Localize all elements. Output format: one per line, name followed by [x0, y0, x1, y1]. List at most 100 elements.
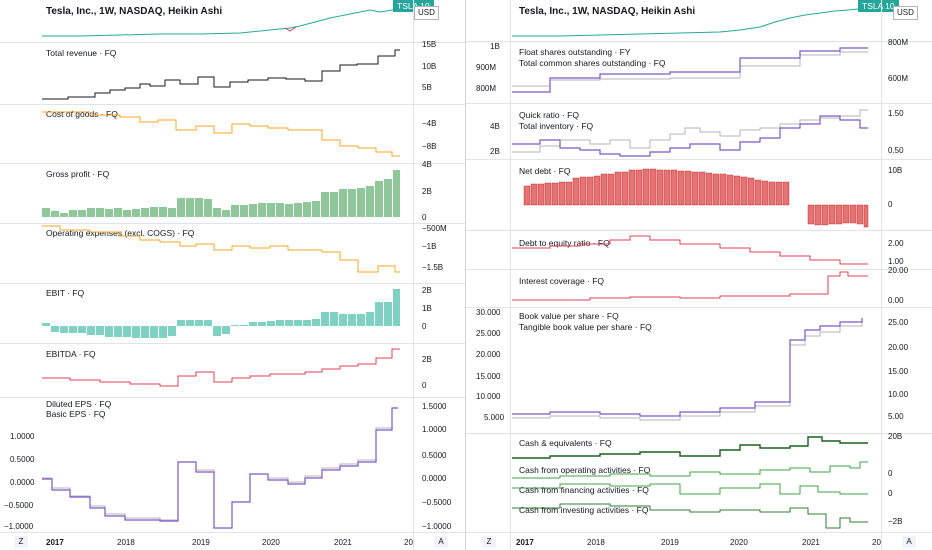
axis-value: 2B: [490, 147, 500, 156]
pane-label-float-shares[interactable]: Float shares outstanding · FY: [519, 47, 631, 57]
axis-value: 800M: [476, 84, 497, 93]
pane-label-total-inventory[interactable]: Total inventory · FQ: [519, 121, 594, 131]
pane-label-ebit[interactable]: EBIT · FQ: [46, 288, 85, 298]
pane-separator[interactable]: [0, 283, 465, 284]
right-z-button[interactable]: Z: [482, 536, 496, 548]
axis-value: 20.000: [476, 350, 501, 359]
time-label: 20: [404, 538, 413, 547]
pane-separator[interactable]: [466, 433, 932, 434]
pane-label-book-value-per-share[interactable]: Book value per share · FQ: [519, 311, 619, 321]
time-label: 2020: [730, 538, 748, 547]
axis-value: 10.000: [476, 392, 501, 401]
quick-ratio-line: [512, 115, 868, 157]
axis-value: 10B: [888, 166, 903, 175]
pane-label-ebitda[interactable]: EBITDA · FQ: [46, 349, 96, 359]
axis-value: 0.0000: [10, 478, 35, 487]
axis-value: 0: [422, 381, 427, 390]
time-label: 2017: [516, 538, 534, 547]
axis-value: 5.000: [484, 413, 505, 422]
price-line: [42, 8, 401, 37]
axis-value: −1.0000: [422, 522, 452, 531]
axis-value: −2B: [888, 517, 903, 526]
axis-value: 600M: [888, 74, 909, 83]
pane-label-cash-operating[interactable]: Cash from operating activities · FQ: [519, 465, 651, 475]
axis-value: 1.5000: [422, 402, 447, 411]
time-label: 2017: [46, 538, 64, 547]
pane-separator[interactable]: [466, 159, 932, 160]
left-chart-title: Tesla, Inc., 1W, NASDAQ, Heikin Ashi: [46, 6, 223, 17]
axis-value: 2B: [422, 187, 432, 196]
left-symbol: TSLA: [397, 1, 418, 11]
axis-value: −1B: [422, 242, 437, 251]
pane-separator[interactable]: [0, 397, 465, 398]
axis-value: −4B: [422, 119, 437, 128]
layout-divider: [465, 0, 466, 550]
pane-label-diluted-eps[interactable]: Diluted EPS · FQ: [46, 399, 112, 409]
tangible-book-value-line: [512, 318, 863, 421]
pane-label-total-revenue[interactable]: Total revenue · FQ: [46, 48, 117, 58]
right-a-button[interactable]: A: [902, 536, 916, 548]
pane-label-total-common-shares[interactable]: Total common shares outstanding · FQ: [519, 58, 666, 68]
pane-separator[interactable]: [0, 42, 465, 43]
time-label: 2018: [587, 538, 605, 547]
pane-label-basic-eps[interactable]: Basic EPS · FQ: [46, 409, 106, 419]
pane-label-cash-equivalents[interactable]: Cash & equivalents · FQ: [519, 438, 612, 448]
pane-separator[interactable]: [0, 343, 465, 344]
pane-label-interest-coverage[interactable]: Interest coverage · FQ: [519, 276, 605, 286]
axis-value: 0.5000: [422, 451, 447, 460]
axis-value: 5.00: [888, 412, 904, 421]
axis-value: 15B: [422, 40, 437, 49]
axis-value: 20B: [888, 432, 903, 441]
debt-to-equity-line: [512, 235, 868, 265]
pane-label-gross-profit[interactable]: Gross profit · FQ: [46, 169, 110, 179]
pane-label-debt-to-equity[interactable]: Debt to equity ratio · FQ: [519, 238, 610, 248]
net-debt-bars: [523, 168, 869, 228]
axis-value: −500M: [422, 224, 447, 233]
right-symbol-price: 10: [885, 1, 895, 11]
book-value-per-share-line: [512, 318, 863, 417]
right-chart-title: Tesla, Inc., 1W, NASDAQ, Heikin Ashi: [519, 6, 696, 17]
pane-separator[interactable]: [466, 230, 932, 231]
axis-value: 2B: [422, 286, 432, 295]
pane-label-cash-financing[interactable]: Cash from financing activities · FQ: [519, 485, 649, 495]
axis-value: 25.00: [888, 318, 909, 327]
axis-value: −0.5000: [4, 501, 34, 510]
pane-label-cash-investing[interactable]: Cash from investing activities · FQ: [519, 505, 649, 515]
pane-separator[interactable]: [466, 41, 932, 42]
pane-label-net-debt[interactable]: Net debt · FQ: [519, 166, 571, 176]
axis-value: 0: [422, 322, 427, 331]
pane-separator[interactable]: [0, 163, 465, 164]
right-symbol-badge: TSLA 10: [858, 0, 899, 12]
time-label: 2019: [661, 538, 679, 547]
right-currency-button[interactable]: USD: [893, 6, 918, 20]
axis-value: 20.00: [888, 266, 909, 275]
pane-label-cost-of-goods[interactable]: Cost of goods · FQ: [46, 109, 118, 119]
total-revenue-line: [42, 49, 400, 100]
axis-value: 10B: [422, 62, 437, 71]
left-z-button[interactable]: Z: [14, 536, 28, 548]
price-line: [512, 8, 859, 37]
axis-value: 1B: [422, 304, 432, 313]
axis-value: −8B: [422, 142, 437, 151]
axis-value: 0: [888, 489, 893, 498]
axis-value: 30.000: [476, 308, 501, 317]
pane-separator[interactable]: [466, 269, 932, 270]
axis-value: 4B: [422, 160, 432, 169]
axis-value: 1.0000: [422, 425, 447, 434]
time-label: 2019: [192, 538, 210, 547]
pane-separator[interactable]: [466, 103, 932, 104]
cash-equivalents-line: [512, 436, 868, 459]
left-plots-svg: [42, 8, 401, 529]
price-axis-border: [413, 0, 414, 550]
axis-value: 0.0000: [422, 474, 447, 483]
left-a-button[interactable]: A: [434, 536, 448, 548]
axis-value: 1.00: [888, 257, 904, 266]
pane-separator[interactable]: [0, 104, 465, 105]
pane-label-tangible-book-value[interactable]: Tangible book value per share · FQ: [519, 322, 652, 332]
pane-separator[interactable]: [466, 307, 932, 308]
pane-separator[interactable]: [0, 223, 465, 224]
left-currency-button[interactable]: USD: [414, 6, 439, 20]
axis-value: −1.5B: [422, 263, 444, 272]
pane-label-quick-ratio[interactable]: Quick ratio · FQ: [519, 110, 579, 120]
